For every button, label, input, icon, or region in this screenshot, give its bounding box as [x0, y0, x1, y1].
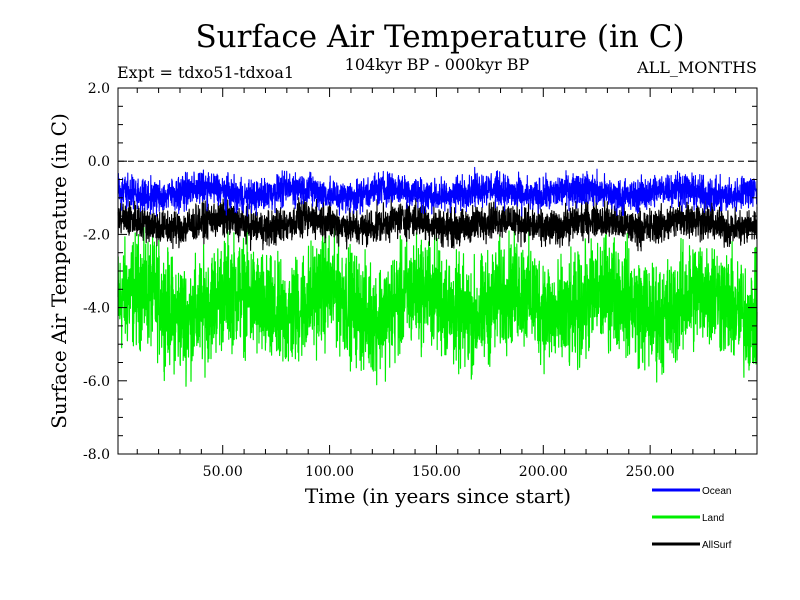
series-ocean-line — [117, 166, 758, 217]
x-tick-label: 250.00 — [626, 464, 675, 480]
y-tick-label: 2.0 — [88, 81, 110, 97]
legend: Ocean Land AllSurf — [652, 486, 732, 551]
x-tick-label: 200.00 — [519, 464, 568, 480]
series-layer — [117, 166, 758, 387]
axis-layer: -8.0 -6.0 -4.0 -2.0 0.0 2.0 50.00 100.00 150.00 2… — [83, 81, 757, 480]
plot-frame — [117, 87, 758, 455]
y-axis-label: Surface Air Temperature (in C) — [47, 113, 71, 429]
legend-land-label: Land — [702, 513, 724, 524]
legend-ocean-label: Ocean — [702, 486, 731, 497]
x-tick-label: 50.00 — [203, 464, 243, 480]
series-allsurf-line — [117, 194, 758, 252]
y-tick-label: 0.0 — [88, 154, 110, 170]
series-land-line — [117, 219, 758, 387]
x-axis-label: Time (in years since start) — [305, 484, 571, 508]
experiment-label: Expt = tdxo51-tdxoa1 — [117, 63, 294, 82]
chart-title: Surface Air Temperature (in C) — [195, 19, 684, 55]
y-tick-label: -6.0 — [83, 374, 110, 390]
chart-subtitle: 104kyr BP - 000kyr BP — [345, 55, 530, 74]
x-tick-label: 150.00 — [412, 464, 461, 480]
y-tick-label: -4.0 — [83, 301, 110, 317]
x-tick-label: 100.00 — [305, 464, 354, 480]
y-tick-label: -2.0 — [83, 227, 110, 243]
legend-allsurf-label: AllSurf — [702, 540, 732, 551]
y-tick-label: -8.0 — [83, 447, 110, 463]
months-label: ALL_MONTHS — [636, 58, 757, 77]
